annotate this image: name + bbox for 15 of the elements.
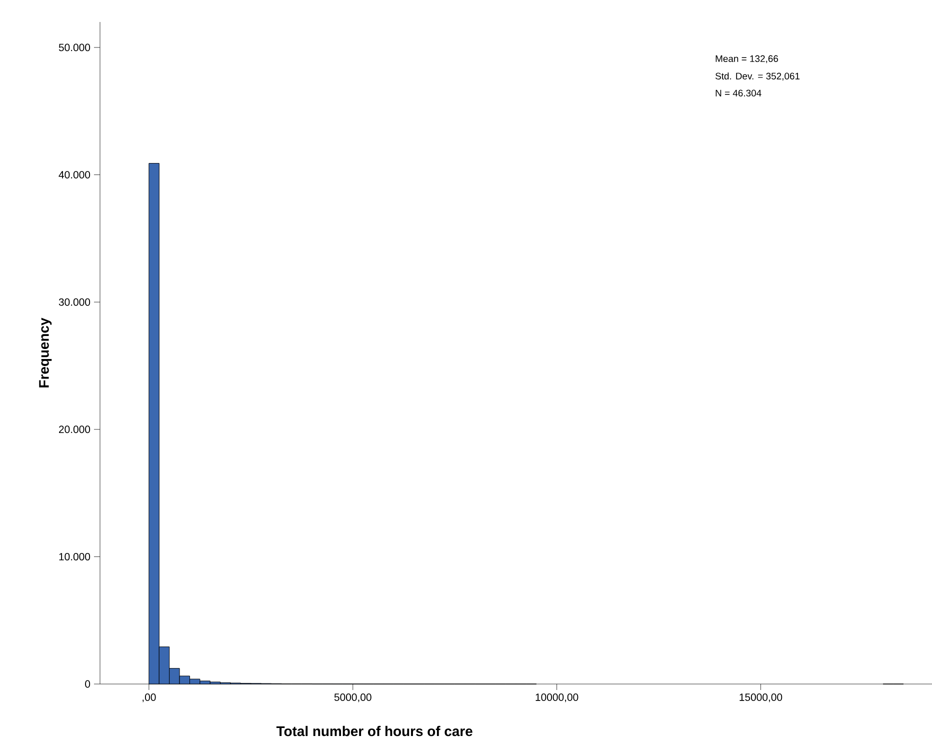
x-tick-label: 10000,00 [536, 694, 578, 702]
y-tick-label: 0 [85, 680, 90, 688]
annotation: Std. Dev. = 352,061 [715, 72, 800, 81]
y-tick-label: 40.000 [58, 171, 90, 178]
y-tick-label: 30.000 [58, 298, 90, 306]
annotation: Mean = 132,66 [716, 55, 778, 64]
x-tick-label: 5000,00 [334, 694, 372, 702]
y-axis-title: Frequency [39, 318, 52, 388]
x-tick-label: ,00 [142, 694, 156, 702]
x-tick-label: 15000,00 [740, 694, 782, 702]
y-tick-label: 20.000 [59, 426, 90, 434]
annotation: N = 46.304 [716, 90, 762, 96]
y-tick-label: 50.000 [58, 44, 90, 52]
y-tick-label: 10.000 [59, 552, 90, 560]
x-axis-title: Total number of hours of care [276, 726, 472, 736]
